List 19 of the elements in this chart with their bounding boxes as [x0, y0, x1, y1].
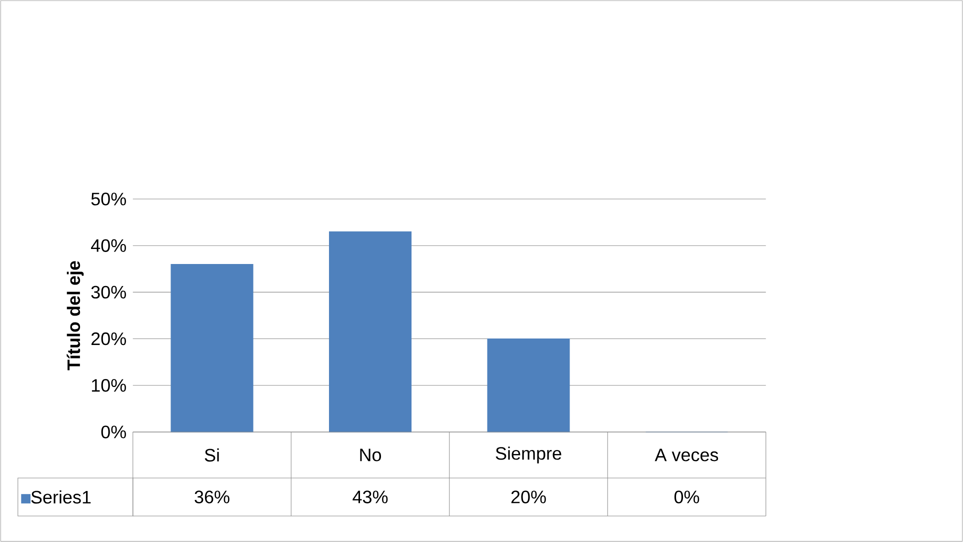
- x-tick-label: Si: [204, 448, 219, 462]
- x-tick-label: A veces: [654, 448, 718, 462]
- bar: [328, 231, 412, 432]
- y-tick-label: 30%: [91, 286, 126, 299]
- x-tick-label: No: [360, 448, 382, 462]
- text: 0%: [674, 490, 700, 504]
- x-tick-label: Siempre: [496, 446, 562, 464]
- y-tick-label: 40%: [91, 239, 126, 252]
- y-axis-title: Título del eje: [66, 261, 84, 370]
- bar: [170, 264, 254, 432]
- y-tick-label: 10%: [92, 379, 126, 392]
- y-tick-label: 0%: [101, 426, 126, 438]
- y-tick-label: 50%: [91, 192, 126, 206]
- bar: [487, 338, 570, 432]
- legend-label: Series1: [31, 490, 91, 504]
- text: 43%: [352, 490, 388, 504]
- text: 20%: [511, 490, 546, 504]
- text: 36%: [194, 490, 230, 504]
- y-tick-label: 20%: [91, 332, 126, 346]
